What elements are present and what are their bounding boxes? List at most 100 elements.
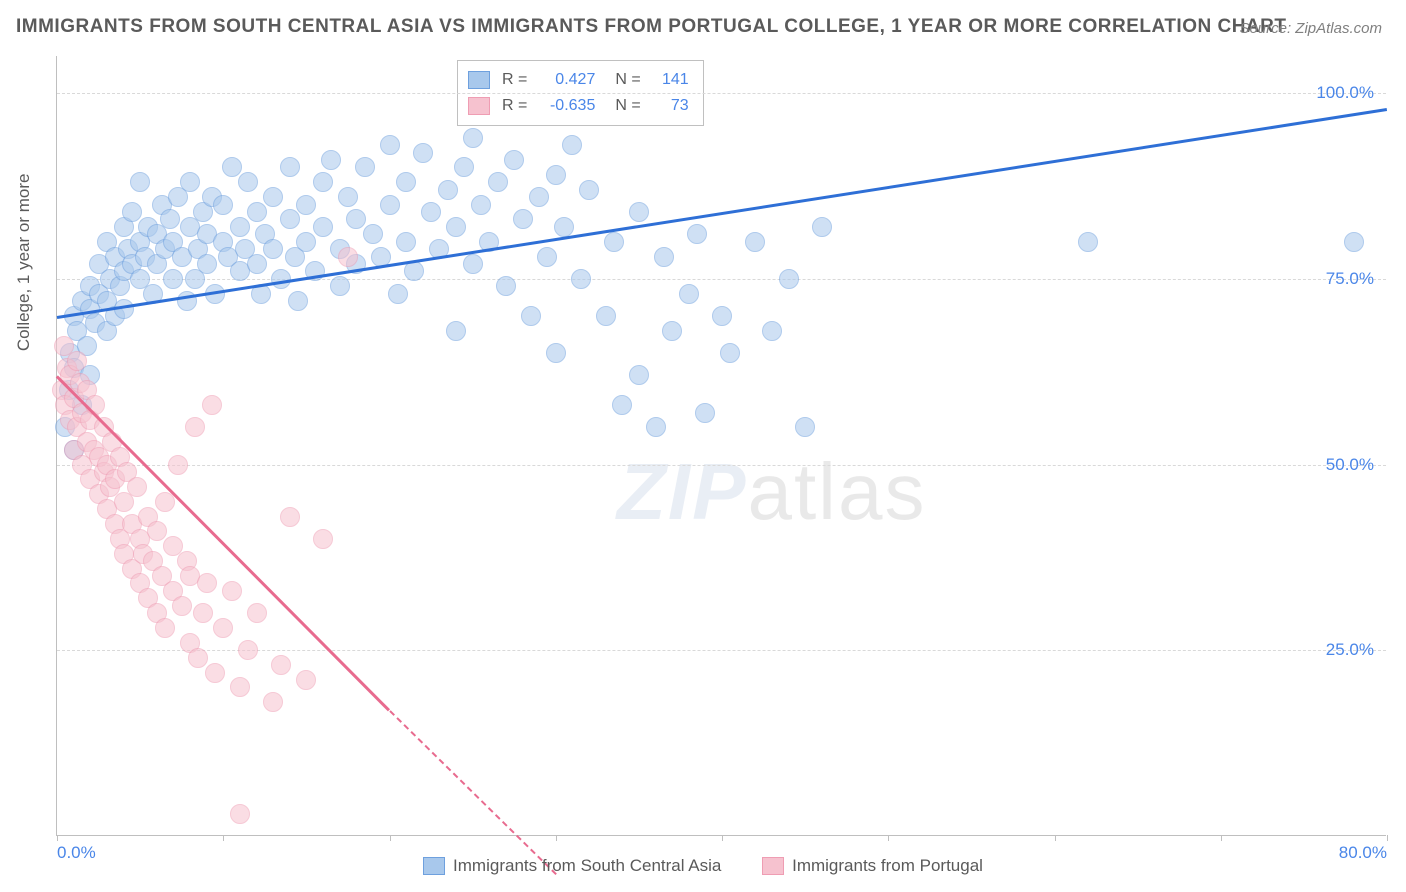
plot-area: ZIPatlas R = 0.427 N = 141 R = -0.635 N … — [56, 56, 1386, 836]
data-point — [193, 603, 213, 623]
legend-bottom: Immigrants from South Central Asia Immig… — [0, 856, 1406, 880]
y-axis-label: College, 1 year or more — [14, 174, 34, 352]
data-point — [168, 455, 188, 475]
data-point — [496, 276, 516, 296]
data-point — [762, 321, 782, 341]
x-tick — [223, 835, 224, 841]
data-point — [662, 321, 682, 341]
data-point — [238, 172, 258, 192]
legend-bottom-item-1: Immigrants from Portugal — [762, 856, 983, 876]
data-point — [288, 291, 308, 311]
r-value-1: -0.635 — [535, 93, 595, 119]
y-tick-label: 100.0% — [1316, 83, 1374, 103]
data-point — [745, 232, 765, 252]
data-point — [313, 217, 333, 237]
data-point — [230, 217, 250, 237]
n-value-1: 73 — [649, 93, 689, 119]
legend-bottom-swatch-1 — [762, 857, 784, 875]
source-label: Source: ZipAtlas.com — [1239, 20, 1382, 37]
data-point — [654, 247, 674, 267]
data-point — [1078, 232, 1098, 252]
data-point — [222, 581, 242, 601]
data-point — [687, 224, 707, 244]
data-point — [247, 254, 267, 274]
legend-bottom-item-0: Immigrants from South Central Asia — [423, 856, 721, 876]
data-point — [513, 209, 533, 229]
data-point — [396, 232, 416, 252]
data-point — [521, 306, 541, 326]
data-point — [296, 232, 316, 252]
data-point — [471, 195, 491, 215]
x-tick — [888, 835, 889, 841]
data-point — [504, 150, 524, 170]
data-point — [172, 596, 192, 616]
trend-line — [56, 376, 390, 712]
data-point — [380, 135, 400, 155]
data-point — [188, 648, 208, 668]
legend-row-1: R = -0.635 N = 73 — [468, 93, 689, 119]
n-key-1: N = — [615, 93, 640, 119]
data-point — [546, 165, 566, 185]
data-point — [579, 180, 599, 200]
watermark-atlas: atlas — [747, 447, 926, 536]
data-point — [67, 351, 87, 371]
data-point — [346, 209, 366, 229]
data-point — [202, 395, 222, 415]
data-point — [363, 224, 383, 244]
data-point — [604, 232, 624, 252]
data-point — [404, 261, 424, 281]
gridline-y — [57, 465, 1386, 466]
x-tick — [1055, 835, 1056, 841]
data-point — [280, 209, 300, 229]
legend-bottom-label-1: Immigrants from Portugal — [792, 856, 983, 876]
x-tick — [390, 835, 391, 841]
data-point — [197, 254, 217, 274]
data-point — [454, 157, 474, 177]
data-point — [122, 202, 142, 222]
data-point — [488, 172, 508, 192]
data-point — [213, 618, 233, 638]
data-point — [330, 276, 350, 296]
data-point — [571, 269, 591, 289]
data-point — [271, 655, 291, 675]
data-point — [247, 603, 267, 623]
data-point — [130, 172, 150, 192]
r-key-1: R = — [502, 93, 527, 119]
data-point — [1344, 232, 1364, 252]
legend-swatch-0 — [468, 71, 490, 89]
data-point — [562, 135, 582, 155]
data-point — [163, 269, 183, 289]
data-point — [413, 143, 433, 163]
data-point — [313, 529, 333, 549]
n-key-0: N = — [615, 67, 640, 93]
data-point — [230, 677, 250, 697]
data-point — [795, 417, 815, 437]
data-point — [446, 217, 466, 237]
data-point — [280, 157, 300, 177]
data-point — [712, 306, 732, 326]
data-point — [612, 395, 632, 415]
data-point — [180, 172, 200, 192]
data-point — [438, 180, 458, 200]
x-tick — [1221, 835, 1222, 841]
y-tick-label: 25.0% — [1326, 640, 1374, 660]
data-point — [396, 172, 416, 192]
r-key-0: R = — [502, 67, 527, 93]
data-point — [421, 202, 441, 222]
x-tick — [57, 835, 58, 841]
data-point — [247, 202, 267, 222]
legend-row-0: R = 0.427 N = 141 — [468, 67, 689, 93]
data-point — [263, 692, 283, 712]
data-point — [646, 417, 666, 437]
data-point — [463, 254, 483, 274]
gridline-y — [57, 279, 1386, 280]
data-point — [205, 663, 225, 683]
y-tick-label: 75.0% — [1326, 269, 1374, 289]
data-point — [155, 618, 175, 638]
data-point — [213, 195, 233, 215]
data-point — [313, 172, 333, 192]
data-point — [338, 247, 358, 267]
legend-bottom-swatch-0 — [423, 857, 445, 875]
data-point — [695, 403, 715, 423]
gridline-y — [57, 93, 1386, 94]
